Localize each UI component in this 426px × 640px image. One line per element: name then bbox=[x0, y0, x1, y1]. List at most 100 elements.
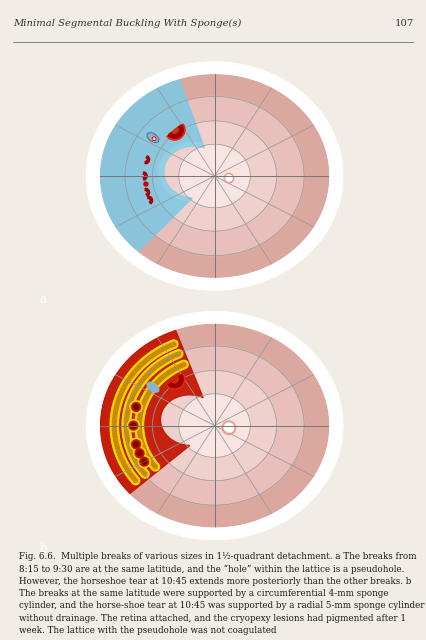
Circle shape bbox=[138, 376, 146, 385]
Circle shape bbox=[141, 460, 147, 464]
Circle shape bbox=[167, 371, 170, 374]
Text: b: b bbox=[39, 541, 47, 555]
Circle shape bbox=[119, 390, 123, 395]
Circle shape bbox=[150, 381, 158, 390]
Circle shape bbox=[138, 456, 150, 468]
Circle shape bbox=[139, 443, 147, 451]
Polygon shape bbox=[167, 124, 184, 140]
Circle shape bbox=[110, 415, 118, 423]
Circle shape bbox=[154, 381, 158, 385]
Polygon shape bbox=[158, 142, 204, 201]
Circle shape bbox=[118, 386, 127, 394]
Circle shape bbox=[139, 410, 143, 413]
Circle shape bbox=[154, 365, 158, 369]
Circle shape bbox=[143, 370, 152, 378]
Circle shape bbox=[140, 445, 148, 453]
Text: 107: 107 bbox=[394, 19, 413, 28]
Circle shape bbox=[152, 349, 160, 357]
Circle shape bbox=[162, 346, 167, 350]
Circle shape bbox=[113, 444, 121, 452]
Circle shape bbox=[147, 458, 151, 461]
Circle shape bbox=[149, 383, 157, 391]
Circle shape bbox=[166, 353, 175, 362]
Circle shape bbox=[162, 370, 171, 378]
Circle shape bbox=[111, 435, 119, 444]
Circle shape bbox=[141, 403, 144, 407]
Circle shape bbox=[115, 394, 123, 403]
Circle shape bbox=[131, 440, 140, 449]
Polygon shape bbox=[152, 371, 276, 481]
Circle shape bbox=[124, 415, 129, 419]
Circle shape bbox=[129, 421, 138, 430]
Circle shape bbox=[124, 431, 128, 435]
Circle shape bbox=[151, 385, 155, 389]
Circle shape bbox=[142, 399, 146, 403]
Circle shape bbox=[129, 474, 133, 477]
Circle shape bbox=[139, 363, 143, 367]
Circle shape bbox=[143, 390, 152, 399]
Circle shape bbox=[117, 396, 121, 400]
Polygon shape bbox=[145, 156, 149, 164]
Circle shape bbox=[145, 453, 149, 458]
Circle shape bbox=[135, 423, 143, 431]
Circle shape bbox=[138, 414, 142, 418]
Circle shape bbox=[127, 447, 135, 455]
Circle shape bbox=[145, 455, 153, 463]
Circle shape bbox=[123, 463, 127, 467]
Circle shape bbox=[124, 375, 133, 383]
Polygon shape bbox=[98, 323, 330, 529]
Circle shape bbox=[133, 459, 137, 463]
Circle shape bbox=[111, 406, 120, 414]
Circle shape bbox=[124, 403, 133, 411]
Circle shape bbox=[122, 426, 130, 435]
Circle shape bbox=[135, 426, 143, 434]
Circle shape bbox=[131, 456, 139, 465]
Polygon shape bbox=[178, 144, 250, 208]
Circle shape bbox=[161, 356, 170, 364]
Circle shape bbox=[120, 458, 124, 462]
Circle shape bbox=[132, 390, 136, 394]
Circle shape bbox=[125, 436, 129, 440]
Circle shape bbox=[130, 372, 134, 376]
Circle shape bbox=[135, 412, 144, 420]
Circle shape bbox=[160, 371, 169, 380]
Polygon shape bbox=[98, 73, 330, 279]
Circle shape bbox=[135, 420, 143, 429]
Circle shape bbox=[128, 392, 136, 401]
Circle shape bbox=[116, 453, 125, 461]
Circle shape bbox=[137, 423, 141, 427]
Circle shape bbox=[114, 408, 118, 412]
Circle shape bbox=[124, 420, 128, 424]
Circle shape bbox=[127, 471, 131, 475]
Circle shape bbox=[120, 461, 129, 470]
Circle shape bbox=[151, 463, 159, 471]
Circle shape bbox=[137, 428, 141, 431]
Circle shape bbox=[127, 449, 136, 458]
Circle shape bbox=[173, 367, 177, 371]
Circle shape bbox=[134, 387, 138, 391]
Circle shape bbox=[140, 378, 144, 382]
Circle shape bbox=[129, 474, 138, 483]
Circle shape bbox=[112, 423, 116, 427]
Circle shape bbox=[134, 363, 143, 371]
Circle shape bbox=[140, 441, 144, 445]
Polygon shape bbox=[143, 172, 147, 180]
Circle shape bbox=[122, 420, 130, 429]
Circle shape bbox=[137, 465, 145, 474]
Circle shape bbox=[148, 459, 156, 467]
Circle shape bbox=[148, 389, 152, 393]
Circle shape bbox=[138, 401, 147, 410]
Circle shape bbox=[126, 407, 130, 411]
Circle shape bbox=[141, 449, 150, 458]
Circle shape bbox=[138, 412, 142, 416]
Circle shape bbox=[166, 341, 175, 349]
Circle shape bbox=[130, 401, 142, 413]
Circle shape bbox=[137, 429, 141, 434]
Circle shape bbox=[141, 372, 150, 380]
Circle shape bbox=[138, 436, 142, 440]
Circle shape bbox=[179, 360, 188, 369]
Circle shape bbox=[139, 457, 148, 466]
Circle shape bbox=[112, 414, 117, 418]
Circle shape bbox=[149, 351, 157, 359]
Circle shape bbox=[141, 445, 145, 449]
